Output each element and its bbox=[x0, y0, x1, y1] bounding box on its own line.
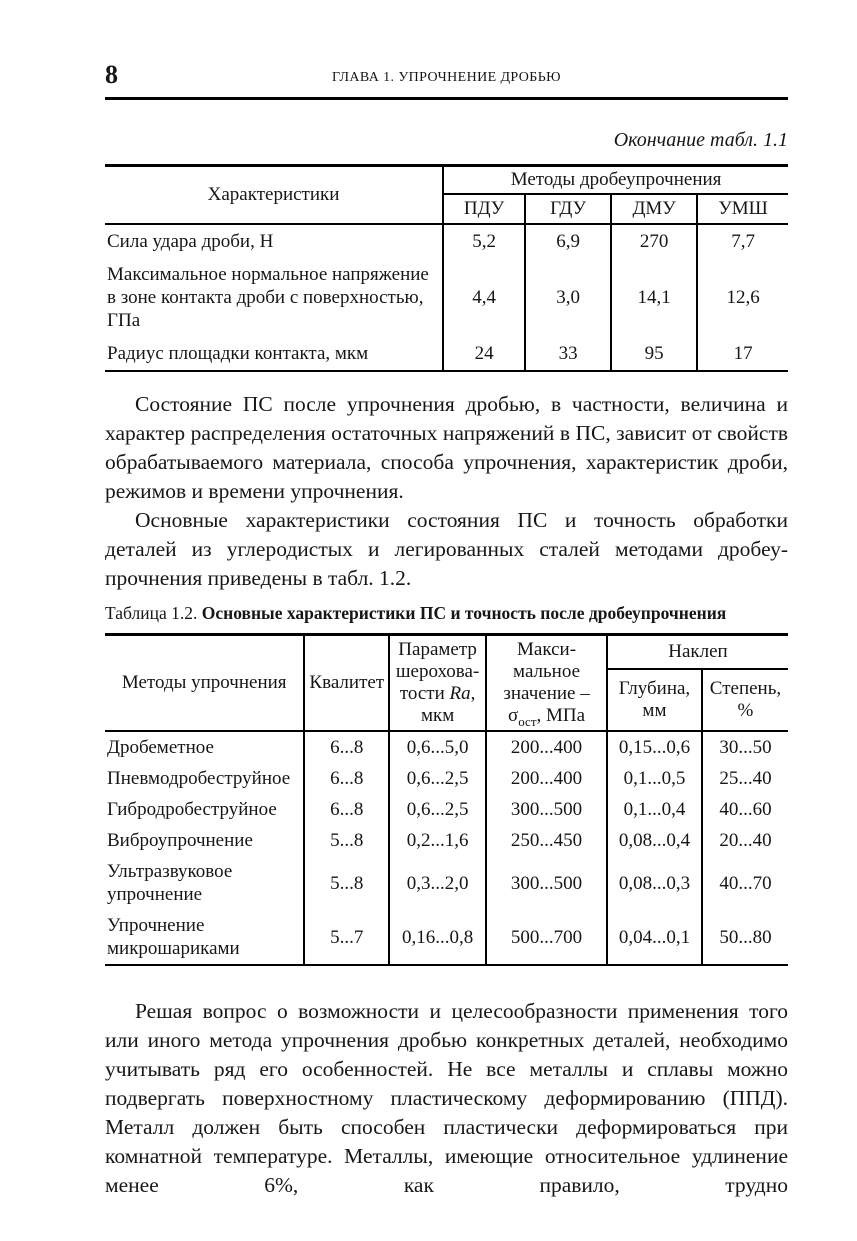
table2-cell: 40...60 bbox=[700, 794, 788, 825]
paragraph: Решая вопрос о возможности и целесообраз… bbox=[105, 999, 788, 1197]
table2-header-roughness: Параметр шерохова­тости Ra, мкм bbox=[388, 634, 487, 732]
table1-cell: 95 bbox=[610, 337, 698, 371]
table1-header-methods-group: Методы дробеупрочнения bbox=[442, 165, 788, 195]
table2-cell: 6...8 bbox=[303, 731, 390, 763]
table-row: Ультразвуковое упрочнение 5...8 0,3...2,… bbox=[105, 856, 788, 910]
table-row: Пневмодробеструйное 6...8 0,6...2,5 200.… bbox=[105, 763, 788, 794]
table2-cell: 0,1...0,5 bbox=[605, 763, 702, 794]
table2-row-label: Пневмодробеструйное bbox=[107, 768, 291, 789]
table1-cell: 24 bbox=[442, 337, 526, 371]
running-head: 8 ГЛАВА 1. УПРОЧНЕНИЕ ДРОБЬЮ bbox=[105, 60, 788, 100]
table2-cell: 0,3...2,0 bbox=[388, 856, 487, 910]
table2-cell: 0,6...2,5 bbox=[388, 794, 487, 825]
table2-cell: 300...500 bbox=[485, 794, 607, 825]
sigma-subscript: ост bbox=[518, 713, 537, 729]
table1-cell: 7,7 bbox=[696, 224, 788, 258]
table1-cell: 4,4 bbox=[442, 258, 526, 337]
table-row: Максимальное нормальное напряже­ние в зо… bbox=[105, 258, 788, 337]
table2-row-label: Виброупрочнение bbox=[107, 830, 253, 851]
table-row: Дробеметное 6...8 0,6...5,0 200...400 0,… bbox=[105, 731, 788, 763]
table2-cell: 0,08...0,3 bbox=[605, 856, 702, 910]
table1-cell: 14,1 bbox=[610, 258, 698, 337]
table2-cell: 6...8 bbox=[303, 763, 390, 794]
table1-cell: 3,0 bbox=[524, 258, 612, 337]
table-row: Гибродробеструйное 6...8 0,6...2,5 300..… bbox=[105, 794, 788, 825]
paragraph: Основные характеристики состояния ПС и т… bbox=[105, 508, 788, 590]
table2-header-hardening-group: Наклеп bbox=[605, 634, 788, 670]
table1-cell: 5,2 bbox=[442, 224, 526, 258]
table2-cell: 500...700 bbox=[485, 910, 607, 965]
table2-header-methods: Методы упрочнения bbox=[105, 634, 305, 732]
table-1-1: Характеристики Методы дробеупрочнения ПД… bbox=[105, 164, 788, 372]
table2-cell: 30...50 bbox=[700, 731, 788, 763]
table2-row-label: Гибродробеструйное bbox=[107, 799, 277, 820]
table-row: Радиус площадки контакта, мкм 24 33 95 1… bbox=[105, 337, 788, 371]
page-content: 8 ГЛАВА 1. УПРОЧНЕНИЕ ДРОБЬЮ Окончание т… bbox=[105, 60, 788, 1200]
table-row: Сила удара дроби, Н 5,2 6,9 270 7,7 bbox=[105, 224, 788, 258]
table2-cell: 40...70 bbox=[700, 856, 788, 910]
table1-cell: 270 bbox=[610, 224, 698, 258]
table1-cell: 6,9 bbox=[524, 224, 612, 258]
table1-header-gdu: ГДУ bbox=[524, 194, 612, 225]
sigma-symbol: –σ bbox=[507, 683, 590, 726]
chapter-running-title: ГЛАВА 1. УПРОЧНЕНИЕ ДРОБЬЮ bbox=[332, 70, 561, 85]
table2-cell: 0,08...0,4 bbox=[605, 825, 702, 856]
table2-cell: 0,16...0,8 bbox=[388, 910, 487, 965]
table2-cell: 0,6...2,5 bbox=[388, 763, 487, 794]
table2-cell: 200...400 bbox=[485, 731, 607, 763]
table2-cell: 25...40 bbox=[700, 763, 788, 794]
table-continuation-note: Окончание табл. 1.1 bbox=[613, 129, 788, 151]
table2-cell: 0,1...0,4 bbox=[605, 794, 702, 825]
table2-cell: 20...40 bbox=[700, 825, 788, 856]
body-text-block: Состояние ПС после упрочнения дробью, в … bbox=[105, 390, 788, 593]
table1-row-label: Сила удара дроби, Н bbox=[107, 231, 274, 252]
table2-header-maxstress: Макси­мальное значение –σост, МПа bbox=[485, 634, 607, 732]
table2-cell: 0,6...5,0 bbox=[388, 731, 487, 763]
table2-cell: 50...80 bbox=[700, 910, 788, 965]
table2-row-label: Дробеметное bbox=[107, 737, 214, 758]
table-caption-prefix: Таблица 1.2. bbox=[105, 603, 198, 623]
table2-cell: 0,04...0,1 bbox=[605, 910, 702, 965]
table2-cell: 250...450 bbox=[485, 825, 607, 856]
table2-row-label: Упрочнение микрошариками bbox=[107, 915, 240, 959]
table2-cell: 300...500 bbox=[485, 856, 607, 910]
table1-row-label: Радиус площадки контакта, мкм bbox=[107, 343, 369, 364]
table-caption-title: Основные характеристики ПС и точность по… bbox=[201, 603, 727, 623]
table2-cell: 6...8 bbox=[303, 794, 390, 825]
table2-cell: 5...8 bbox=[303, 825, 390, 856]
table-row: Упрочнение микрошариками 5...7 0,16...0,… bbox=[105, 910, 788, 965]
table1-cell: 12,6 bbox=[696, 258, 788, 337]
table1-cell: 33 bbox=[524, 337, 612, 371]
paragraph: Состояние ПС после упрочнения дробью, в … bbox=[105, 392, 788, 503]
table1-header-pdu: ПДУ bbox=[442, 194, 526, 225]
table2-header-depth: Глубина, мм bbox=[605, 668, 702, 733]
table2-row-label: Ультразвуковое упрочнение bbox=[107, 861, 233, 905]
table2-header-grade: Квали­тет bbox=[303, 634, 390, 732]
ra-symbol: Ra bbox=[449, 683, 471, 704]
table2-cell: 0,15...0,6 bbox=[605, 731, 702, 763]
table-row: Виброупрочнение 5...8 0,2...1,6 250...45… bbox=[105, 825, 788, 856]
page-number: 8 bbox=[105, 60, 118, 89]
table1-row-label: Максимальное нормальное напряже­ние в зо… bbox=[107, 264, 429, 331]
table2-cell: 5...8 bbox=[303, 856, 390, 910]
table1-header-umsh: УМШ bbox=[696, 194, 788, 225]
body-text-block: Решая вопрос о возможности и целесообраз… bbox=[105, 997, 788, 1200]
table-1-2: Методы упрочнения Квали­тет Параметр шер… bbox=[105, 633, 788, 966]
table1-cell: 17 bbox=[696, 337, 788, 371]
table2-header-degree: Степень, % bbox=[700, 668, 788, 733]
table2-cell: 5...7 bbox=[303, 910, 390, 965]
table2-cell: 0,2...1,6 bbox=[388, 825, 487, 856]
table1-header-dmu: ДМУ bbox=[610, 194, 698, 225]
table-1-2-caption: Таблица 1.2. Основные характеристики ПС … bbox=[105, 602, 788, 624]
table1-header-characteristics: Характеристики bbox=[105, 165, 444, 225]
table2-cell: 200...400 bbox=[485, 763, 607, 794]
